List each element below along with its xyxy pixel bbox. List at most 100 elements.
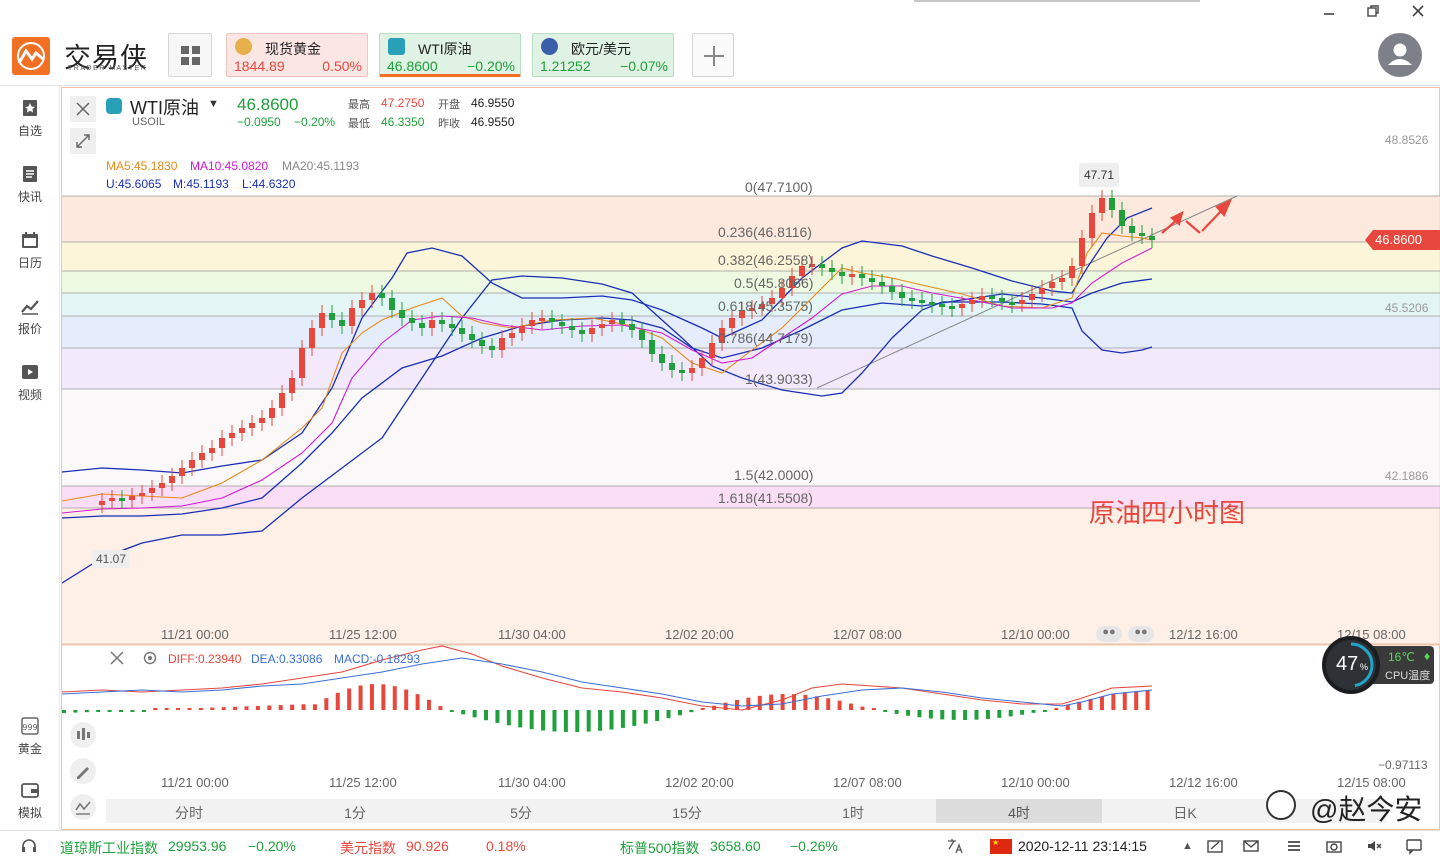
candle-body: [249, 423, 255, 428]
close-icon: [76, 102, 90, 116]
candle-body: [389, 298, 395, 310]
ticker-value: 29953.96: [168, 838, 227, 854]
candle-body: [659, 354, 665, 363]
candle-body: [199, 453, 205, 460]
macd-bar: [1042, 710, 1047, 712]
candle-body: [849, 274, 855, 277]
quote-tab-name: 欧元/美元: [571, 41, 631, 57]
candle-body: [1039, 288, 1045, 294]
minimize-icon: [1324, 13, 1334, 15]
macd-bar: [598, 710, 603, 731]
macd-bar: [689, 710, 694, 713]
period-tab[interactable]: 15分: [672, 805, 702, 821]
cpu-percent-sign: %: [1360, 662, 1369, 672]
symbol-dropdown-icon[interactable]: ▼: [208, 98, 219, 110]
macd-bar: [655, 710, 660, 721]
candle-body: [739, 310, 745, 318]
close-macd-button[interactable]: [108, 649, 126, 667]
quote-tab-eurusd[interactable]: 欧元/美元 1.21252 −0.07%: [532, 33, 674, 77]
macd-bar: [255, 705, 260, 710]
sidebar-item-video[interactable]: 视频: [0, 362, 60, 403]
macd-bar: [963, 710, 968, 720]
footer-ticker: 道琼斯工业指数 29953.96 −0.20% 美元指数 90.926 0.18…: [0, 830, 1440, 860]
wave-tool-button[interactable]: [70, 794, 96, 820]
scroll-left-button[interactable]: ●●: [1096, 626, 1122, 642]
period-tab[interactable]: 5分: [510, 805, 532, 821]
x-tick: 11/30 04:00: [498, 775, 566, 790]
macd-value: MACD:-0.18293: [334, 652, 421, 666]
translate-button[interactable]: [946, 837, 964, 855]
macd-bar: [917, 710, 922, 718]
candle-body: [979, 296, 985, 300]
indicator-tool-button[interactable]: [70, 722, 96, 748]
macd-bar: [187, 708, 192, 710]
candle-body: [809, 264, 815, 267]
macd-bar: [563, 710, 568, 732]
candle-body: [1139, 233, 1145, 236]
candle-body: [609, 320, 615, 324]
macd-settings-button[interactable]: [142, 650, 158, 666]
add-tab-button[interactable]: [692, 33, 734, 77]
fib-label: 1.5(42.0000): [734, 467, 814, 483]
symbol-name[interactable]: WTI原油: [130, 98, 199, 118]
minimize-button[interactable]: [1322, 4, 1336, 21]
candle-body: [459, 328, 465, 334]
collapse-chart-button[interactable]: [70, 128, 96, 154]
period-tab[interactable]: 1时: [842, 805, 864, 821]
candle-body: [629, 324, 635, 330]
support-headset-button[interactable]: [20, 837, 38, 855]
period-tab[interactable]: 日K: [1173, 805, 1197, 821]
app-subtitle: TRADER MASTER: [68, 65, 148, 72]
tab-strip-handle: [914, 0, 1200, 2]
close-chart-button[interactable]: [70, 96, 96, 122]
candle-body: [1019, 300, 1025, 304]
high-tag-box: [1079, 163, 1119, 187]
candle-body: [279, 393, 285, 408]
fib-label: 0.236(46.8116): [718, 224, 812, 240]
sidebar-item-news[interactable]: 快讯: [0, 164, 60, 205]
quote-tab-gold[interactable]: 现货黄金 1844.89 0.50%: [226, 33, 368, 77]
macd-bar: [928, 710, 933, 719]
candle-body: [519, 326, 525, 333]
sidebar-item-calendar[interactable]: 日历: [0, 230, 60, 271]
sidebar-item-watchlist[interactable]: 自选: [0, 98, 60, 139]
period-tab[interactable]: 1分: [344, 805, 366, 821]
tray-camera-button[interactable]: [1325, 837, 1343, 855]
macd-bar: [495, 710, 500, 723]
tray-pen-button[interactable]: [1206, 837, 1224, 855]
candle-body: [529, 320, 535, 326]
ticker-name[interactable]: 美元指数: [340, 840, 396, 856]
period-tab-active[interactable]: 4时: [936, 799, 1102, 823]
period-bar: 分时 1分 5分 15分 1时 4时 日K: [106, 799, 1386, 823]
restore-button[interactable]: [1366, 4, 1380, 21]
tray-mail-button[interactable]: [1242, 837, 1260, 855]
macd-bar: [643, 710, 648, 724]
candle-body: [1129, 226, 1135, 233]
tray-volume-button[interactable]: [1365, 837, 1383, 855]
sidebar-item-demo[interactable]: 模拟: [0, 780, 60, 821]
oil-icon: [388, 38, 405, 55]
tray-menu-button[interactable]: [1285, 837, 1303, 855]
ticker-name[interactable]: 道琼斯工业指数: [60, 840, 158, 856]
sidebar-item-quotes[interactable]: 报价: [0, 296, 60, 337]
macd-bar: [278, 705, 283, 710]
top-bar: 交易侠 TRADER MASTER 现货黄金 1844.89 0.50% WTI…: [0, 0, 1440, 86]
ticker-name[interactable]: 标普500指数: [620, 840, 700, 856]
quote-tab-wti[interactable]: WTI原油 46.8600 −0.20%: [379, 33, 521, 77]
user-avatar[interactable]: [1378, 33, 1422, 77]
layout-grid-button[interactable]: [168, 33, 212, 77]
boll-lower-value: L:44.6320: [242, 177, 296, 191]
close-window-button[interactable]: [1411, 4, 1425, 21]
sidebar-item-gold[interactable]: 999 黄金: [0, 716, 60, 757]
cpu-widget[interactable]: 47 % 16℃ ♦ CPU温度: [1322, 636, 1438, 694]
scroll-right-button[interactable]: ●●: [1128, 626, 1154, 642]
ticker-value: 3658.60: [710, 838, 761, 854]
candle-body: [819, 264, 825, 268]
draw-tool-button[interactable]: [70, 758, 96, 784]
period-tab[interactable]: 分时: [175, 805, 203, 821]
tray-chat-button[interactable]: [1405, 837, 1423, 855]
tray-expand-icon[interactable]: ▲: [1182, 840, 1193, 852]
svg-text:999: 999: [22, 723, 37, 732]
fib-label: 0.382(46.2558): [718, 252, 813, 268]
macd-bar: [198, 708, 203, 710]
